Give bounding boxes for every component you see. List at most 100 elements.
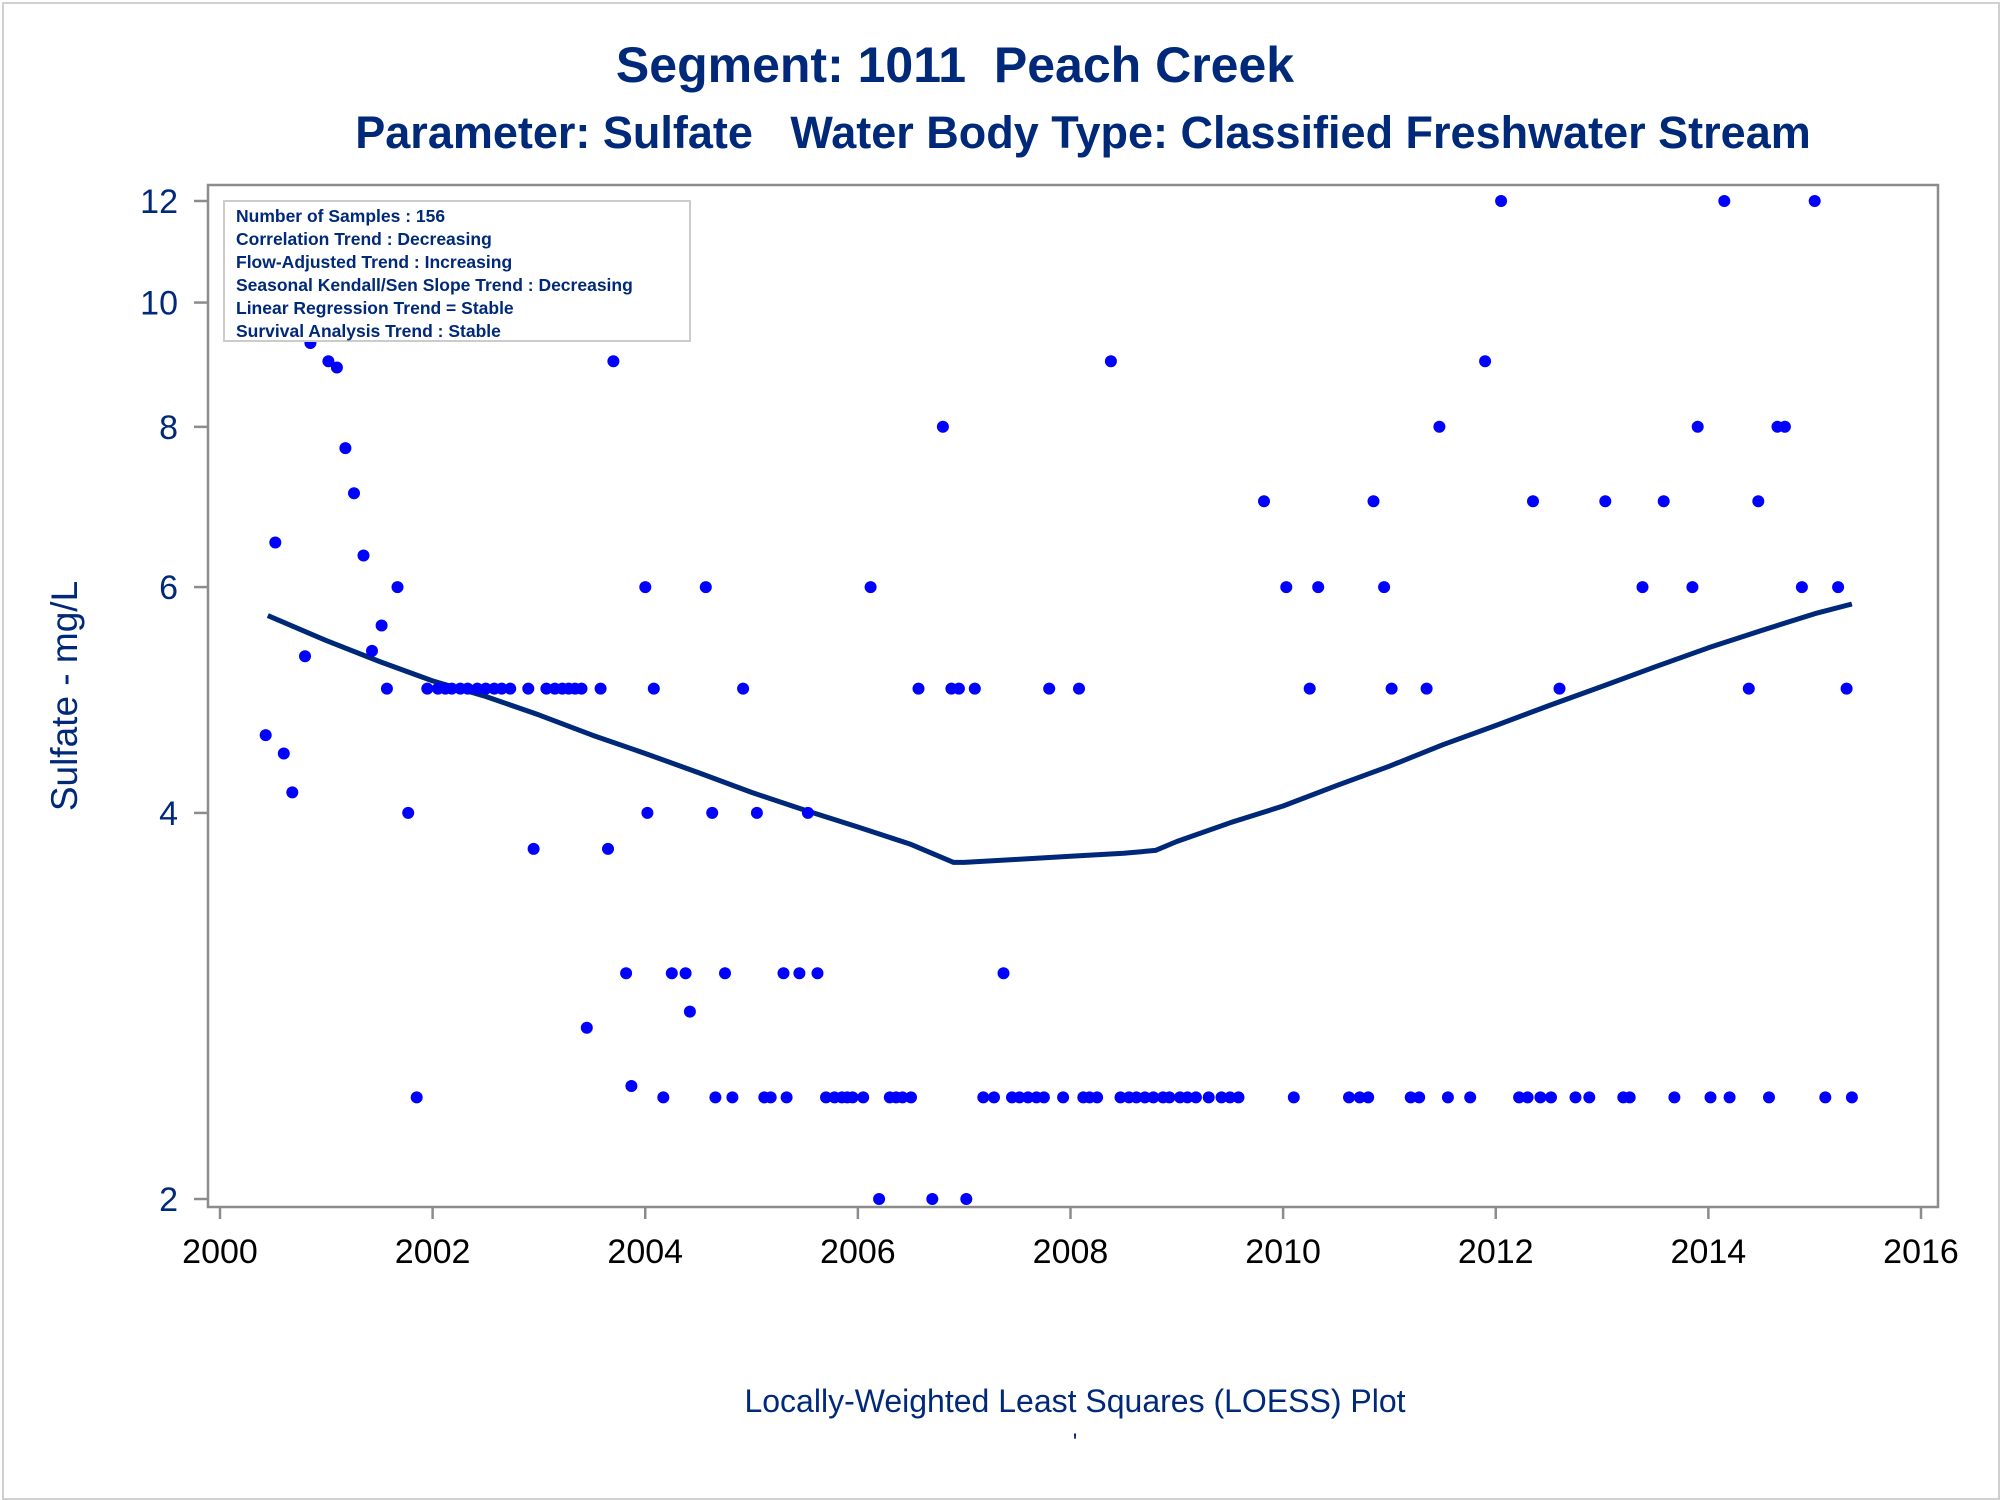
data-point bbox=[665, 967, 678, 980]
data-point bbox=[1181, 1091, 1194, 1104]
data-point bbox=[960, 1193, 973, 1205]
data-point bbox=[1521, 1091, 1534, 1104]
data-point bbox=[1545, 1091, 1557, 1104]
data-point bbox=[445, 682, 458, 695]
data-point bbox=[657, 1091, 670, 1104]
data-point bbox=[1513, 1091, 1526, 1104]
data-point bbox=[504, 682, 517, 695]
data-point bbox=[647, 682, 660, 695]
data-point bbox=[926, 1193, 939, 1205]
data-point bbox=[1808, 195, 1821, 207]
data-point bbox=[259, 729, 272, 742]
y-tick-label: 10 bbox=[140, 285, 178, 323]
data-point bbox=[1104, 355, 1117, 368]
inset-legend-line: Linear Regression Trend = Stable bbox=[236, 298, 514, 318]
data-point bbox=[1138, 1091, 1151, 1104]
y-tick-label: 12 bbox=[140, 183, 178, 221]
data-point bbox=[896, 1091, 909, 1104]
data-point bbox=[322, 355, 335, 368]
chart-title: Segment: 1011 Peach Creek bbox=[616, 37, 1294, 93]
data-point bbox=[339, 442, 352, 455]
data-point bbox=[679, 967, 692, 980]
data-point bbox=[1130, 1091, 1143, 1104]
x-axis: 2000 2002 2004 2006 2008 2010 2012 2014 2016 bbox=[182, 1207, 1959, 1271]
data-point bbox=[1091, 1091, 1104, 1104]
data-point bbox=[1312, 581, 1325, 594]
data-point bbox=[1343, 1091, 1355, 1104]
data-point bbox=[905, 1091, 917, 1104]
data-point bbox=[820, 1091, 832, 1104]
data-point bbox=[1163, 1091, 1176, 1104]
data-point bbox=[1073, 682, 1085, 695]
inset-legend-line: Survival Analysis Trend : Stable bbox=[236, 321, 501, 341]
data-point bbox=[873, 1193, 886, 1205]
data-point bbox=[912, 682, 925, 695]
data-point bbox=[1840, 682, 1853, 695]
data-point bbox=[764, 1091, 777, 1104]
data-point bbox=[527, 842, 540, 855]
inset-legend-line: Flow-Adjusted Trend : Increasing bbox=[236, 252, 512, 272]
data-point bbox=[1778, 420, 1791, 433]
data-point bbox=[1795, 581, 1808, 594]
data-point bbox=[580, 1021, 593, 1034]
y-tick-label: 8 bbox=[159, 409, 178, 447]
loess-curve bbox=[266, 601, 1853, 865]
data-point bbox=[421, 682, 434, 695]
data-point bbox=[1623, 1091, 1636, 1104]
data-point bbox=[719, 967, 731, 980]
x-tick-label: 2004 bbox=[607, 1233, 683, 1271]
data-point bbox=[726, 1091, 739, 1104]
data-point bbox=[1527, 495, 1539, 508]
data-point bbox=[286, 786, 299, 799]
data-point bbox=[1280, 581, 1293, 594]
data-point bbox=[1367, 495, 1380, 508]
data-point bbox=[1583, 1091, 1596, 1104]
data-point bbox=[997, 967, 1010, 980]
data-points bbox=[259, 195, 1858, 1205]
data-point bbox=[1691, 420, 1704, 433]
data-point bbox=[1636, 581, 1649, 594]
data-point bbox=[936, 420, 949, 433]
data-point bbox=[269, 536, 282, 549]
data-point bbox=[299, 650, 311, 663]
footnote-mark: ' bbox=[1073, 1429, 1078, 1456]
data-point bbox=[706, 806, 719, 819]
data-point bbox=[1569, 1091, 1582, 1104]
data-point bbox=[1043, 682, 1056, 695]
data-point bbox=[1258, 495, 1270, 508]
data-point bbox=[1189, 1091, 1202, 1104]
data-point bbox=[1303, 682, 1316, 695]
data-point bbox=[988, 1091, 1000, 1104]
data-point bbox=[1022, 1091, 1034, 1104]
data-point bbox=[625, 1080, 638, 1092]
y-axis: 2 4 6 8 10 12 bbox=[140, 183, 208, 1219]
inset-legend-line: Number of Samples : 156 bbox=[236, 206, 445, 226]
loess-curve-group bbox=[266, 601, 1853, 865]
data-point bbox=[402, 806, 415, 819]
x-tick-label: 2014 bbox=[1671, 1233, 1747, 1271]
data-point bbox=[801, 806, 814, 819]
x-tick-label: 2008 bbox=[1033, 1233, 1109, 1271]
data-point bbox=[357, 549, 370, 562]
data-point bbox=[1362, 1091, 1375, 1104]
data-point bbox=[811, 967, 824, 980]
x-tick-label: 2012 bbox=[1458, 1233, 1534, 1271]
data-point bbox=[540, 682, 553, 695]
y-tick-label: 2 bbox=[159, 1181, 178, 1219]
data-point bbox=[699, 581, 712, 594]
x-tick-label: 2016 bbox=[1883, 1233, 1959, 1271]
data-point bbox=[1232, 1091, 1245, 1104]
x-tick-label: 2006 bbox=[820, 1233, 896, 1271]
data-point bbox=[1704, 1091, 1717, 1104]
data-point bbox=[1202, 1091, 1215, 1104]
data-point bbox=[780, 1091, 793, 1104]
data-point bbox=[1495, 195, 1508, 207]
data-point bbox=[1553, 682, 1566, 695]
data-point bbox=[1404, 1091, 1417, 1104]
data-point bbox=[737, 682, 750, 695]
data-point bbox=[575, 682, 588, 695]
data-point bbox=[777, 967, 790, 980]
y-axis-label: Sulfate - mg/L bbox=[44, 581, 85, 811]
data-point bbox=[1147, 1091, 1160, 1104]
data-point bbox=[1215, 1091, 1228, 1104]
